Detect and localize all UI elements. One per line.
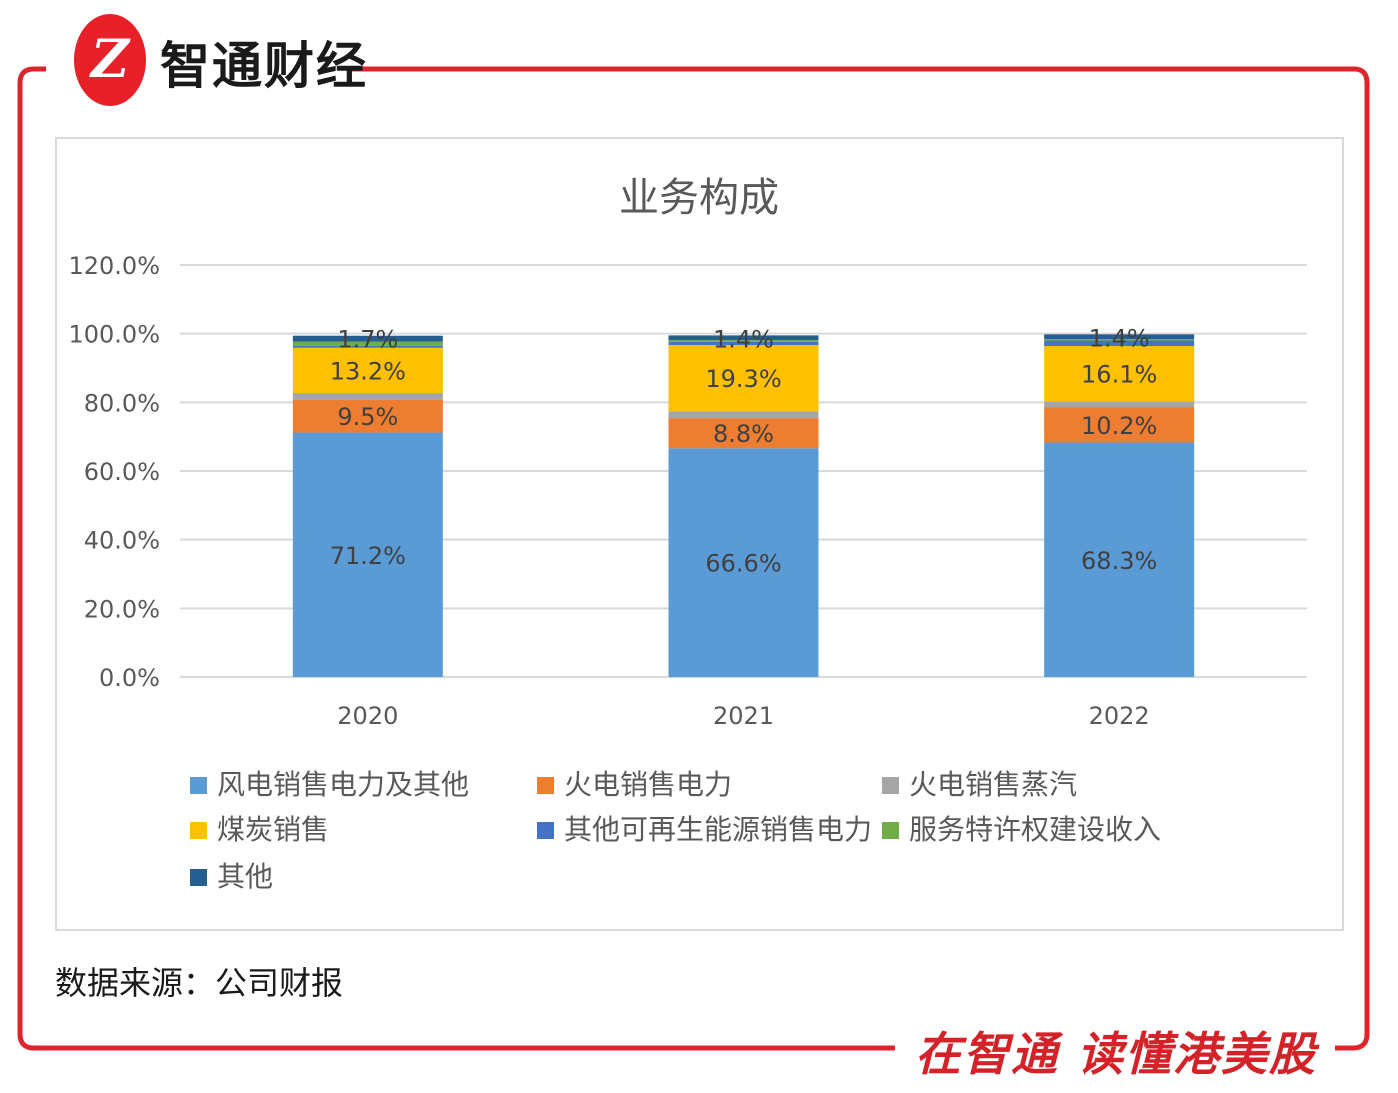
legend-label: 其他 <box>217 860 274 893</box>
data-label: 68.3% <box>1081 547 1157 575</box>
bar-segment <box>668 418 819 449</box>
bar-segment <box>1044 407 1195 443</box>
legend-item: 火电销售电力 <box>537 765 732 805</box>
bar-segment <box>1044 346 1195 402</box>
x-tick-label: 2022 <box>1089 702 1150 730</box>
bar-segment <box>292 335 443 342</box>
bar-segment <box>1044 401 1195 408</box>
y-tick-label: 120.0% <box>68 252 160 280</box>
y-tick-label: 100.0% <box>68 321 160 349</box>
legend-label: 服务特许权建设收入 <box>909 813 1162 846</box>
x-tick-label: 2021 <box>713 702 774 730</box>
bar-segment <box>668 448 819 677</box>
slogan: 在智通 读懂港美股 <box>915 1027 1318 1081</box>
legend-item: 服务特许权建设收入 <box>882 810 1161 850</box>
data-label: 10.2% <box>1081 412 1157 440</box>
y-tick-label: 40.0% <box>84 527 160 555</box>
legend-swatch <box>537 822 554 839</box>
legend-swatch <box>882 822 899 839</box>
legend-swatch <box>190 869 207 886</box>
legend-item: 其他 <box>190 857 273 897</box>
legend-swatch <box>537 777 554 794</box>
bar-segment <box>292 347 443 394</box>
bar-segment <box>668 341 819 345</box>
data-label: 13.2% <box>330 357 406 385</box>
data-label: 16.1% <box>1081 361 1157 389</box>
data-label: 1.7% <box>337 326 398 354</box>
bar-segment <box>1044 340 1195 347</box>
data-source: 数据来源：公司财报 <box>55 964 344 1002</box>
data-label: 8.8% <box>713 420 774 448</box>
chart-title: 业务构成 <box>619 175 779 221</box>
bar-segment <box>668 335 819 341</box>
data-label: 9.5% <box>337 403 398 431</box>
y-tick-label: 80.0% <box>84 389 160 417</box>
bar-segment <box>292 432 443 677</box>
y-tick-label: 0.0% <box>99 664 160 692</box>
x-tick-label: 2020 <box>337 702 398 730</box>
legend-swatch <box>882 777 899 794</box>
legend-swatch <box>190 822 207 839</box>
data-label: 1.4% <box>1089 324 1150 352</box>
data-label: 1.4% <box>713 325 774 353</box>
legend-item: 火电销售蒸汽 <box>882 765 1077 805</box>
bar-segment <box>292 341 443 346</box>
bar-segment <box>292 393 443 400</box>
legend-item: 煤炭销售 <box>190 810 329 850</box>
bar-segment <box>668 344 819 412</box>
data-label: 66.6% <box>705 550 781 578</box>
brand-name: 智通财经 <box>160 37 368 95</box>
legend-swatch <box>190 777 207 794</box>
legend-label: 火电销售蒸汽 <box>909 768 1078 801</box>
y-tick-label: 60.0% <box>84 458 160 486</box>
bar-segment <box>668 411 819 419</box>
legend-label: 其他可再生能源销售电力 <box>564 813 873 846</box>
y-tick-label: 20.0% <box>84 595 160 623</box>
bar-segment <box>1044 339 1195 341</box>
legend-item: 其他可再生能源销售电力 <box>537 810 872 850</box>
bar-segment <box>292 399 443 433</box>
bar-segment <box>668 340 819 342</box>
legend-item: 风电销售电力及其他 <box>190 765 469 805</box>
data-label: 19.3% <box>705 365 781 393</box>
bar-segment <box>1044 334 1195 340</box>
legend-label: 风电销售电力及其他 <box>217 768 470 801</box>
legend-label: 煤炭销售 <box>217 813 330 846</box>
legend-label: 火电销售电力 <box>564 768 733 801</box>
bar-segment <box>292 345 443 348</box>
bar-segment <box>1044 442 1195 677</box>
data-label: 71.2% <box>330 542 406 570</box>
brand-logo: Z <box>74 14 146 106</box>
